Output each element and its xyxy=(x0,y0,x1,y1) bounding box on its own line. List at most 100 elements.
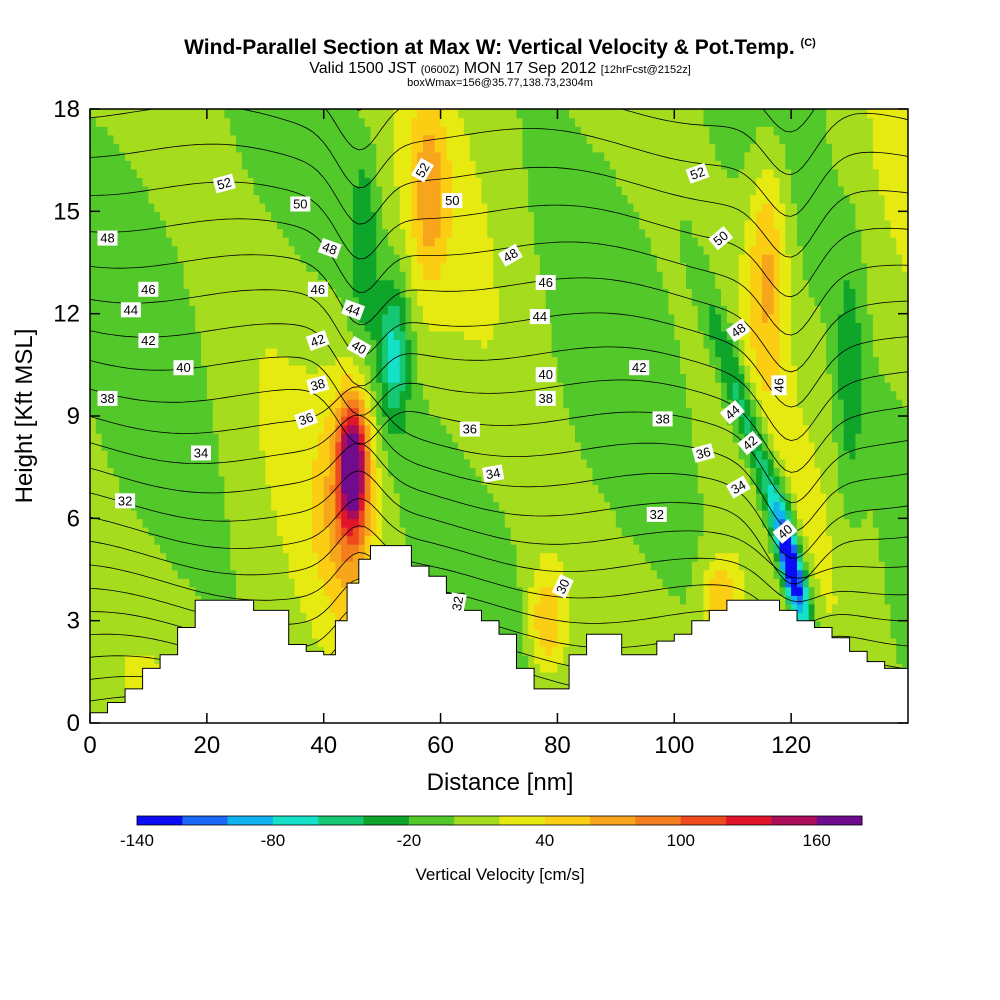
w-cell xyxy=(323,330,331,340)
w-cell xyxy=(148,569,155,579)
w-cell xyxy=(107,177,115,187)
w-cell xyxy=(95,168,103,178)
w-cell xyxy=(177,168,185,178)
w-cell xyxy=(282,185,290,196)
w-cell xyxy=(417,518,424,528)
w-cell xyxy=(218,254,226,264)
w-cell xyxy=(148,347,155,358)
w-cell xyxy=(411,330,418,340)
w-cell xyxy=(475,279,483,289)
w-cell xyxy=(142,373,150,383)
w-cell xyxy=(277,288,284,298)
w-cell xyxy=(323,407,331,417)
w-cell xyxy=(358,271,366,281)
w-cell xyxy=(177,126,185,136)
w-cell xyxy=(329,501,337,511)
w-cell xyxy=(224,185,231,196)
w-cell xyxy=(446,211,453,221)
w-cell xyxy=(428,561,436,571)
w-cell xyxy=(376,279,383,289)
w-cell xyxy=(265,381,272,392)
w-cell xyxy=(230,194,237,204)
w-cell xyxy=(259,305,266,315)
w-cell xyxy=(405,245,413,255)
w-cell xyxy=(241,185,249,196)
w-cell xyxy=(136,211,144,221)
w-cell xyxy=(189,509,196,520)
w-cell xyxy=(393,467,401,477)
w-cell xyxy=(230,450,237,460)
w-cell xyxy=(312,296,319,306)
w-cell xyxy=(388,236,395,247)
w-cell xyxy=(440,339,448,349)
w-cell xyxy=(469,339,477,349)
w-cell xyxy=(107,569,115,579)
w-cell xyxy=(288,526,296,537)
w-cell xyxy=(177,441,185,451)
w-cell xyxy=(475,330,483,340)
w-cell xyxy=(247,578,255,588)
w-cell xyxy=(411,185,418,196)
w-cell xyxy=(364,518,372,528)
w-cell xyxy=(259,509,266,520)
w-cell xyxy=(294,228,302,238)
w-cell xyxy=(177,211,185,221)
w-cell xyxy=(265,586,272,596)
w-cell xyxy=(364,433,372,443)
w-cell xyxy=(241,416,249,426)
w-cell xyxy=(218,194,226,204)
w-cell xyxy=(160,407,167,417)
w-cell xyxy=(95,288,103,298)
w-cell xyxy=(113,595,120,605)
w-cell xyxy=(428,262,436,272)
w-cell xyxy=(423,364,430,375)
w-cell xyxy=(323,117,331,127)
w-cell xyxy=(358,433,366,443)
w-cell xyxy=(440,407,448,417)
w-cell xyxy=(113,262,120,272)
w-cell xyxy=(411,339,418,349)
w-cell xyxy=(107,143,115,153)
w-cell xyxy=(317,296,325,306)
w-cell xyxy=(364,424,372,434)
w-cell xyxy=(341,126,348,136)
w-cell xyxy=(259,518,266,528)
w-cell xyxy=(171,484,179,494)
w-cell xyxy=(142,484,150,494)
w-cell xyxy=(393,228,401,238)
w-cell xyxy=(341,245,348,255)
w-cell xyxy=(177,620,185,630)
w-cell xyxy=(160,211,167,221)
w-cell xyxy=(475,151,483,161)
w-cell xyxy=(201,381,208,392)
w-cell xyxy=(259,424,266,434)
w-cell xyxy=(300,236,307,247)
w-cell xyxy=(306,603,313,613)
w-cell xyxy=(247,254,255,264)
w-cell xyxy=(463,364,471,375)
w-cell xyxy=(370,185,378,196)
w-cell xyxy=(101,501,109,511)
w-cell xyxy=(90,450,97,460)
w-cell xyxy=(166,109,173,119)
w-cell xyxy=(113,381,120,392)
w-cell xyxy=(90,509,97,520)
w-cell xyxy=(329,322,337,332)
w-cell xyxy=(259,407,266,417)
w-cell xyxy=(230,535,237,545)
w-cell xyxy=(300,603,307,613)
w-cell xyxy=(481,117,489,127)
w-cell xyxy=(101,450,109,460)
w-cell xyxy=(107,501,115,511)
w-cell xyxy=(312,322,319,332)
w-cell xyxy=(475,134,483,144)
w-cell xyxy=(393,373,401,383)
w-cell xyxy=(265,578,272,588)
w-cell xyxy=(388,330,395,340)
w-cell xyxy=(405,330,413,340)
w-cell xyxy=(195,569,202,579)
w-cell xyxy=(440,279,448,289)
w-cell xyxy=(300,458,307,468)
w-cell xyxy=(352,288,360,298)
